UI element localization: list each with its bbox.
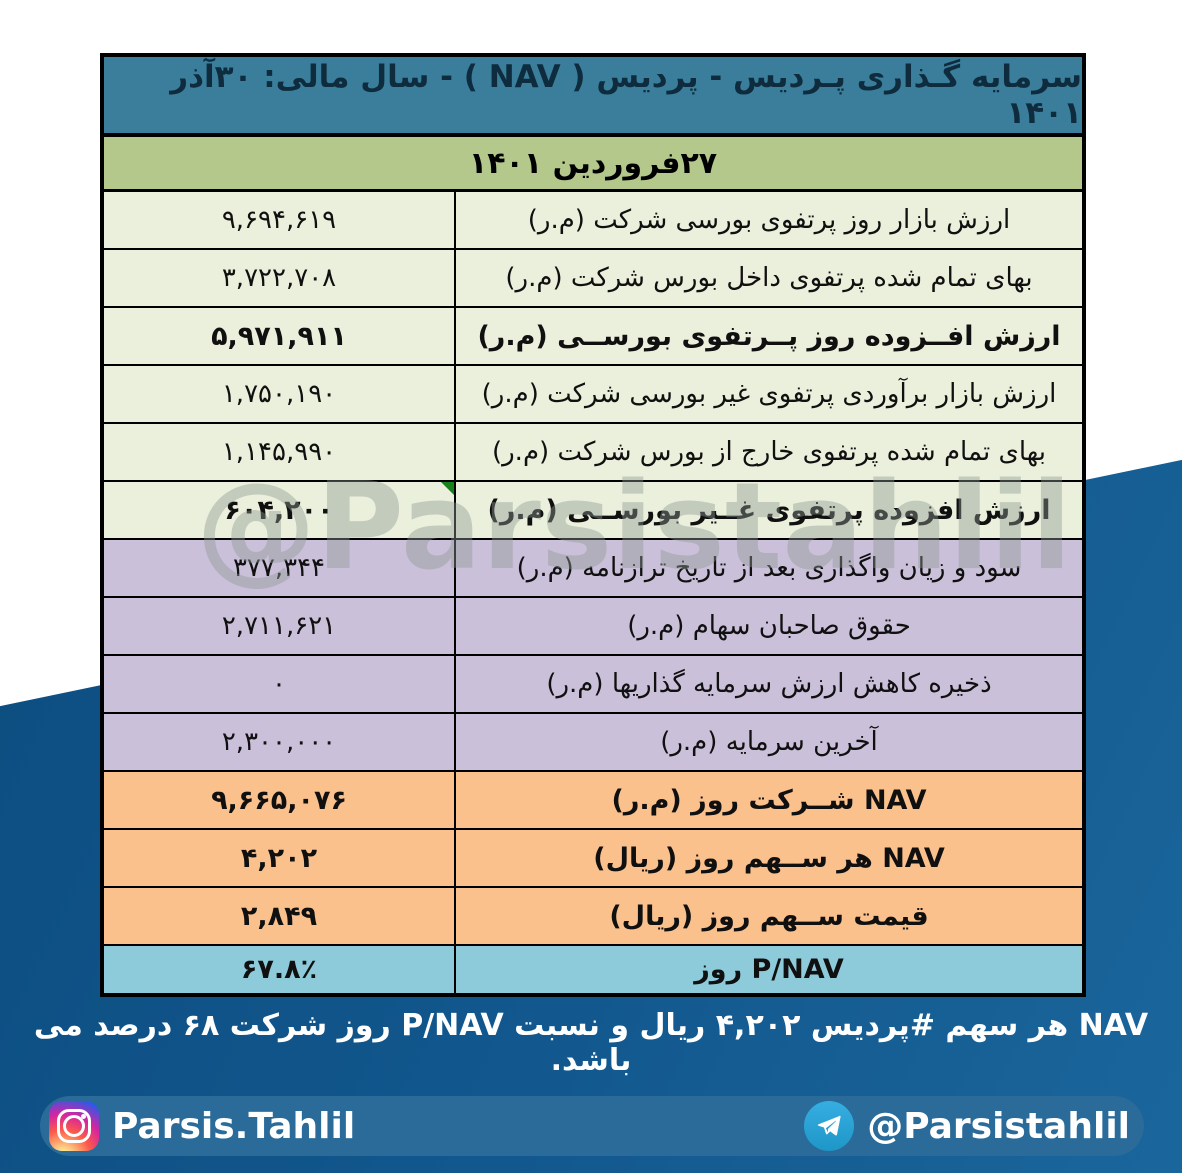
table-row: ۲,۷۱۱,۶۲۱ حقوق صاحبان سهام (م.ر) [104,598,1082,656]
table-row: ۲,۸۴۹ قیمت ســهم روز (ریال) [104,888,1082,946]
instagram-handle-label: Parsis.Tahlil [112,1105,356,1147]
table-row: ۴,۲۰۲ NAV هر ســهم روز (ریال) [104,830,1082,888]
instagram-icon [49,1101,99,1151]
instagram-camera-lens [63,1115,85,1137]
row-value-cell: ۶۷.۸٪ [104,946,456,993]
row-label-cell: ارزش بازار برآوردی پرتفوی غیر بورسی شرکت… [481,379,1057,409]
telegram-handle-label: @Parsistahlil [867,1105,1130,1147]
table-row: ۱,۱۴۵,۹۹۰ بهای تمام شده پرتفوی خارج از بو… [104,424,1082,482]
table-title-row: سرمایه گـذاری پـردیس - پردیس ( NAV ) - س… [104,57,1082,137]
row-value-cell: ۲,۳۰۰,۰۰۰ [104,714,456,770]
table-title: سرمایه گـذاری پـردیس - پردیس ( NAV ) - س… [170,59,1082,131]
table-date: ۲۷فروردین ۱۴۰۱ [468,145,718,181]
instagram-camera-frame [57,1109,91,1143]
row-label-cell: ارزش بازار روز پرتفوی بورسی شرکت (م.ر) [527,205,1011,235]
instagram-camera-dot [81,1114,86,1119]
table-row: ۳,۷۲۲,۷۰۸ بهای تمام شده پرتفوی داخل بورس … [104,250,1082,308]
row-label-cell: ذخیره کاهش ارزش سرمایه گذاریها (م.ر) [546,669,992,699]
row-label-cell: NAV هر ســهم روز (ریال) [593,842,945,874]
row-label-cell: ارزش افزوده پرتفوی غــیر بورســی (م.ر) [487,494,1051,526]
row-label-cell: ارزش افــزوده روز پــرتفوی بورســی (م.ر) [477,320,1061,352]
row-value-cell: ۹,۶۶۵,۰۷۶ [104,772,456,828]
table-row: ۶۰۴,۲۰۰ ارزش افزوده پرتفوی غــیر بورســی … [104,482,1082,540]
comment-marker [441,482,454,495]
nav-table: سرمایه گـذاری پـردیس - پردیس ( NAV ) - س… [100,53,1086,997]
row-label-cell: بهای تمام شده پرتفوی داخل بورس شرکت (م.ر… [505,263,1033,293]
row-label-cell: P/NAV روز [694,954,844,985]
row-value-cell: ۵,۹۷۱,۹۱۱ [104,308,456,364]
table-row: ۹,۶۶۵,۰۷۶ NAV شــرکت روز (م.ر) [104,772,1082,830]
caption-text: NAV هر سهم #پردیس ۴,۲۰۲ ریال و نسبت P/NA… [33,1008,1149,1078]
row-value-cell: ۱,۱۴۵,۹۹۰ [104,424,456,480]
table-row: ۹,۶۹۴,۶۱۹ ارزش بازار روز پرتفوی بورسی شرک… [104,192,1082,250]
row-label-cell: حقوق صاحبان سهام (م.ر) [627,611,911,641]
table-row: ۵,۹۷۱,۹۱۱ ارزش افــزوده روز پــرتفوی بورس… [104,308,1082,366]
row-label-cell: آخرین سرمایه (م.ر) [660,727,878,757]
table-row: ۳۷۷,۳۴۴ سود و زیان واگذاری بعد از تاریخ ت… [104,540,1082,598]
row-value-cell: ۶۰۴,۲۰۰ [104,482,456,538]
row-label-cell: بهای تمام شده پرتفوی خارج از بورس شرکت (… [491,437,1047,467]
table-row: ۱,۷۵۰,۱۹۰ ارزش بازار برآوردی پرتفوی غیر ب… [104,366,1082,424]
footer-bar: Parsis.Tahlil @Parsistahlil [40,1096,1144,1156]
instagram-handle[interactable]: Parsis.Tahlil [49,1101,355,1151]
row-value-cell: ۱,۷۵۰,۱۹۰ [104,366,456,422]
telegram-icon [804,1101,855,1151]
row-value-cell: ۴,۲۰۲ [104,830,456,886]
row-value-cell: ۹,۶۹۴,۶۱۹ [104,192,456,248]
telegram-handle[interactable]: @Parsistahlil [804,1101,1130,1151]
table-row: ۰ ذخیره کاهش ارزش سرمایه گذاریها (م.ر) [104,656,1082,714]
row-value-cell: ۳۷۷,۳۴۴ [104,540,456,596]
row-value-cell: ۰ [104,656,456,712]
table-date-row: ۲۷فروردین ۱۴۰۱ [104,137,1082,192]
row-label-cell: سود و زیان واگذاری بعد از تاریخ ترازنامه… [516,553,1022,583]
table-rows: ۹,۶۹۴,۶۱۹ ارزش بازار روز پرتفوی بورسی شرک… [104,192,1082,993]
table-row: ۶۷.۸٪ P/NAV روز [104,946,1082,993]
row-value-cell: ۲,۷۱۱,۶۲۱ [104,598,456,654]
row-value-cell: ۲,۸۴۹ [104,888,456,944]
row-value-cell: ۳,۷۲۲,۷۰۸ [104,250,456,306]
row-label-cell: NAV شــرکت روز (م.ر) [611,784,927,816]
row-label-cell: قیمت ســهم روز (ریال) [609,900,929,932]
table-row: ۲,۳۰۰,۰۰۰ آخرین سرمایه (م.ر) [104,714,1082,772]
